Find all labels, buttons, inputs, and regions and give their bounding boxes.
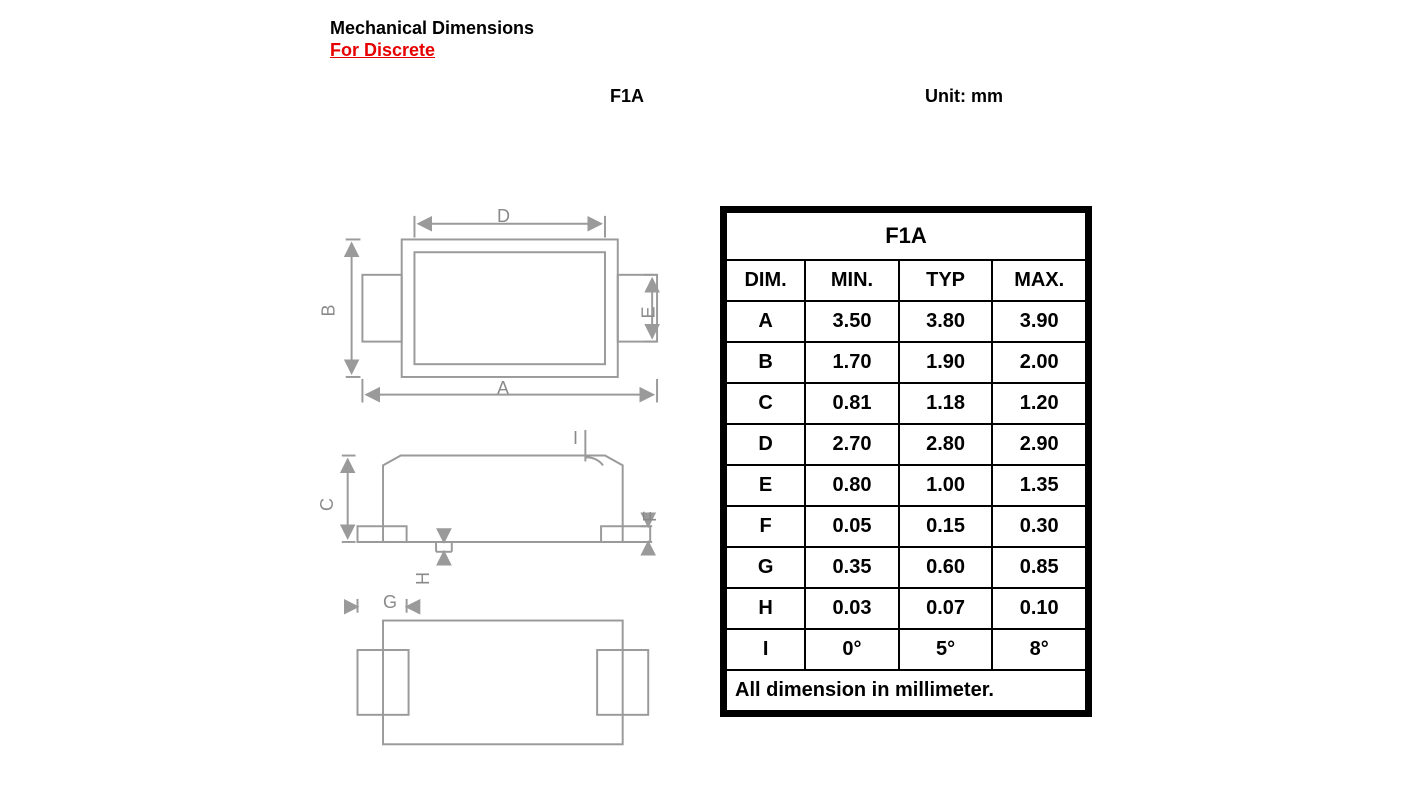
dim-label-E: E: [639, 306, 660, 318]
col-min: MIN.: [805, 260, 899, 301]
cell: 0.07: [899, 588, 993, 629]
dim-label-A: A: [497, 378, 509, 399]
table-row: F 0.05 0.15 0.30: [726, 506, 1086, 547]
cell: F: [726, 506, 805, 547]
dim-label-I: I: [573, 428, 578, 449]
table-row: I 0° 5° 8°: [726, 629, 1086, 670]
cell: 2.00: [992, 342, 1086, 383]
col-max: MAX.: [992, 260, 1086, 301]
dim-label-C: C: [317, 498, 338, 511]
cell: H: [726, 588, 805, 629]
cell: 0.30: [992, 506, 1086, 547]
dim-label-G: G: [383, 592, 397, 613]
table-row: A 3.50 3.80 3.90: [726, 301, 1086, 342]
cell: 2.80: [899, 424, 993, 465]
cell: 3.90: [992, 301, 1086, 342]
table-row: H 0.03 0.07 0.10: [726, 588, 1086, 629]
cell: 0°: [805, 629, 899, 670]
cell: 1.35: [992, 465, 1086, 506]
table-title: F1A: [726, 212, 1086, 260]
cell: 0.35: [805, 547, 899, 588]
table-row: D 2.70 2.80 2.90: [726, 424, 1086, 465]
cell: 8°: [992, 629, 1086, 670]
cell: 1.18: [899, 383, 993, 424]
page-root: Mechanical Dimensions For Discrete F1A U…: [0, 0, 1420, 798]
cell: 2.90: [992, 424, 1086, 465]
col-dim: DIM.: [726, 260, 805, 301]
cell: 5°: [899, 629, 993, 670]
diagram-svg: [325, 210, 665, 760]
table-row: E 0.80 1.00 1.35: [726, 465, 1086, 506]
cell: 0.05: [805, 506, 899, 547]
cell: D: [726, 424, 805, 465]
table-header-row: DIM. MIN. TYP MAX.: [726, 260, 1086, 301]
cell: 0.81: [805, 383, 899, 424]
mechanical-diagram: D B E A C I F H G: [325, 210, 665, 760]
dimension-table: F1A DIM. MIN. TYP MAX. A 3.50 3.80 3.90 …: [720, 206, 1092, 717]
cell: A: [726, 301, 805, 342]
dim-label-B: B: [319, 304, 340, 316]
cell: 0.15: [899, 506, 993, 547]
cell: 0.03: [805, 588, 899, 629]
cell: 0.10: [992, 588, 1086, 629]
dimension-table-inner: F1A DIM. MIN. TYP MAX. A 3.50 3.80 3.90 …: [725, 211, 1087, 712]
table-footer-row: All dimension in millimeter.: [726, 670, 1086, 711]
cell: 1.90: [899, 342, 993, 383]
table-row: G 0.35 0.60 0.85: [726, 547, 1086, 588]
table-footer: All dimension in millimeter.: [726, 670, 1086, 711]
col-typ: TYP: [899, 260, 993, 301]
cell: E: [726, 465, 805, 506]
cell: I: [726, 629, 805, 670]
cell: 1.00: [899, 465, 993, 506]
cell: 1.20: [992, 383, 1086, 424]
table-row: B 1.70 1.90 2.00: [726, 342, 1086, 383]
cell: G: [726, 547, 805, 588]
unit-label: Unit: mm: [925, 86, 1003, 107]
cell: 3.80: [899, 301, 993, 342]
cell: 3.50: [805, 301, 899, 342]
table-row: C 0.81 1.18 1.20: [726, 383, 1086, 424]
cell: 0.60: [899, 547, 993, 588]
cell: 0.85: [992, 547, 1086, 588]
package-label: F1A: [610, 86, 644, 107]
title-mechanical-dimensions: Mechanical Dimensions: [330, 18, 534, 39]
dim-label-F: F: [640, 511, 661, 522]
table-title-row: F1A: [726, 212, 1086, 260]
cell: B: [726, 342, 805, 383]
cell: 2.70: [805, 424, 899, 465]
cell: 1.70: [805, 342, 899, 383]
cell: C: [726, 383, 805, 424]
dim-label-H: H: [413, 572, 434, 585]
dim-label-D: D: [497, 206, 510, 227]
cell: 0.80: [805, 465, 899, 506]
title-for-discrete: For Discrete: [330, 40, 435, 61]
